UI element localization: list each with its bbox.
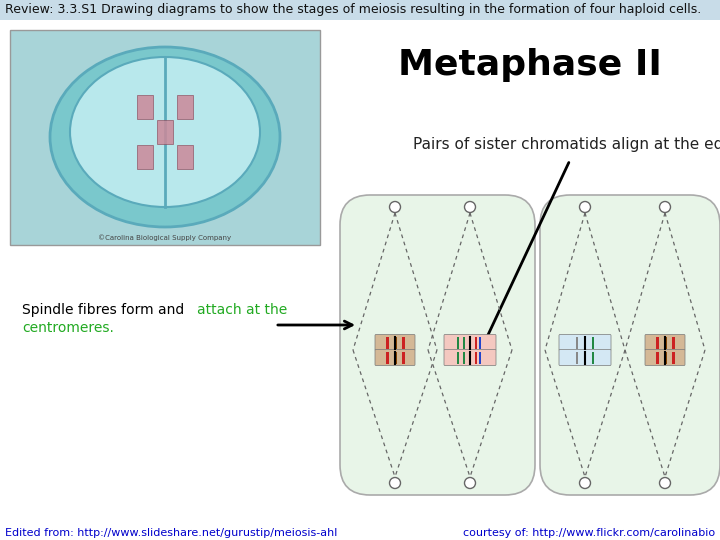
Bar [394, 336, 397, 348]
Ellipse shape [50, 47, 280, 227]
FancyBboxPatch shape [645, 349, 685, 366]
FancyBboxPatch shape [340, 195, 535, 495]
Circle shape [464, 477, 475, 489]
Circle shape [580, 477, 590, 489]
Bar [672, 352, 675, 363]
Bar [655, 352, 659, 363]
Text: Edited from: http://www.slideshare.net/gurustip/meiosis-ahl: Edited from: http://www.slideshare.net/g… [5, 528, 338, 538]
Bar [672, 336, 675, 348]
Bar [469, 352, 471, 363]
Bar [479, 352, 481, 363]
Text: Spindle fibres form and: Spindle fibres form and [22, 303, 189, 317]
Bar [592, 336, 594, 348]
Bar [479, 336, 481, 348]
Bar [664, 336, 667, 348]
Bar [457, 352, 459, 363]
Bar [584, 336, 586, 348]
Bar [584, 352, 586, 363]
Bar [394, 352, 397, 363]
Bar [157, 120, 173, 144]
Bar [655, 336, 659, 348]
Text: courtesy of: http://www.flickr.com/carolinabio: courtesy of: http://www.flickr.com/carol… [463, 528, 715, 538]
Text: Review: 3.3.S1 Drawing diagrams to show the stages of meiosis resulting in the f: Review: 3.3.S1 Drawing diagrams to show … [5, 3, 701, 17]
FancyBboxPatch shape [645, 334, 685, 350]
FancyBboxPatch shape [559, 334, 611, 350]
Text: Pairs of sister chromatids align at the equator.: Pairs of sister chromatids align at the … [413, 138, 720, 152]
Bar [576, 336, 578, 348]
Bar [402, 352, 405, 363]
Circle shape [580, 201, 590, 213]
Bar [592, 352, 594, 363]
FancyBboxPatch shape [444, 349, 496, 366]
FancyBboxPatch shape [375, 349, 415, 366]
Bar [664, 352, 667, 363]
Bar [177, 95, 193, 119]
Bar [137, 145, 153, 169]
Bar [457, 336, 459, 348]
FancyBboxPatch shape [540, 195, 720, 495]
Bar [475, 336, 477, 348]
Bar [402, 336, 405, 348]
Circle shape [660, 201, 670, 213]
Bar [137, 95, 153, 119]
Bar [385, 336, 389, 348]
Circle shape [390, 201, 400, 213]
Text: ©Carolina Biological Supply Company: ©Carolina Biological Supply Company [99, 235, 232, 241]
Circle shape [660, 477, 670, 489]
Bar [463, 352, 465, 363]
Bar [475, 352, 477, 363]
Bar [0, 0, 720, 20]
Text: attach at the: attach at the [197, 303, 287, 317]
Circle shape [464, 201, 475, 213]
Bar [463, 336, 465, 348]
FancyBboxPatch shape [444, 334, 496, 350]
Bar [10, 30, 320, 245]
FancyBboxPatch shape [559, 349, 611, 366]
Bar [576, 352, 578, 363]
Bar [385, 352, 389, 363]
Ellipse shape [70, 57, 260, 207]
Text: Metaphase II: Metaphase II [398, 48, 662, 82]
Circle shape [390, 477, 400, 489]
FancyBboxPatch shape [375, 334, 415, 350]
Bar [177, 145, 193, 169]
Bar [469, 336, 471, 348]
Text: centromeres.: centromeres. [22, 321, 114, 335]
